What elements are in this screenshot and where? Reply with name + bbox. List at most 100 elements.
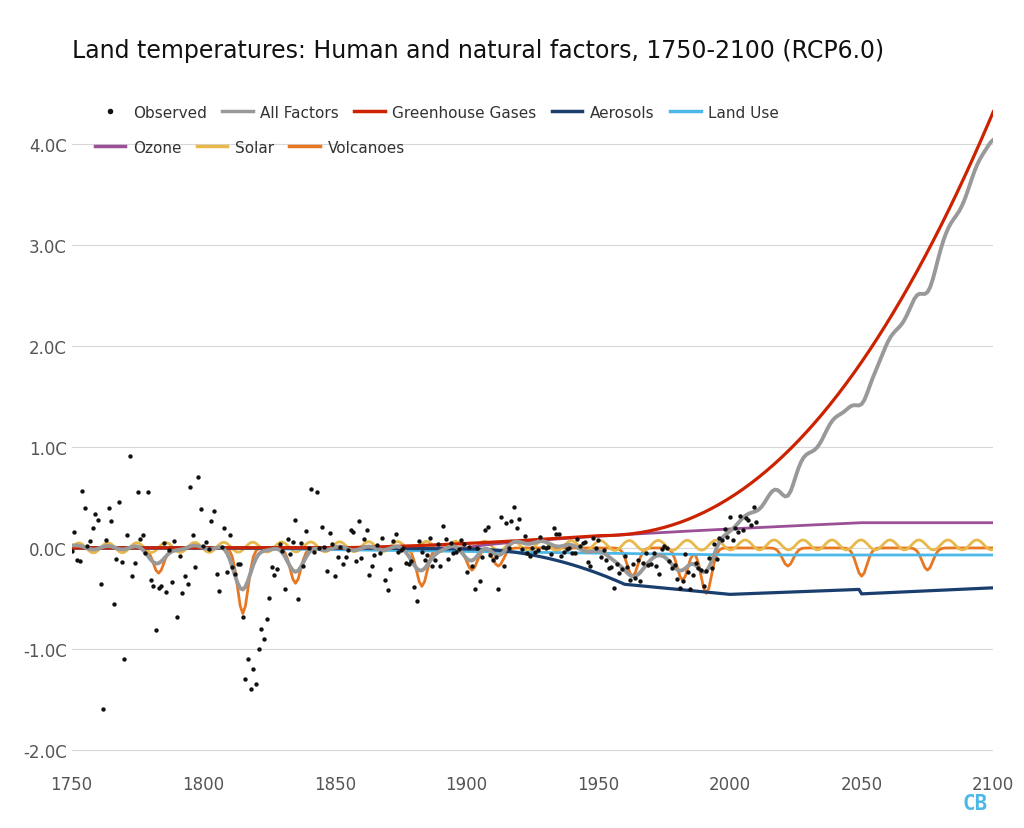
Point (132, 533, 148, 546)
Point (100, 502, 117, 515)
Point (643, 558, 659, 571)
Point (232, 558, 249, 571)
Point (211, 585, 227, 598)
Point (727, 522, 743, 535)
Point (672, 582, 688, 595)
Point (164, 575, 180, 589)
Point (308, 486, 325, 499)
Point (353, 551, 370, 565)
Point (653, 543, 670, 556)
Point (662, 554, 678, 567)
Point (580, 556, 596, 569)
Point (493, 511, 509, 524)
Text: Land temperatures: Human and natural factors, 1750-2100 (RCP6.0): Land temperatures: Human and natural fac… (72, 39, 884, 63)
Point (527, 546, 544, 559)
Point (680, 566, 696, 579)
Point (122, 450, 138, 463)
Point (253, 623, 269, 636)
Point (656, 540, 673, 553)
Point (442, 537, 459, 550)
Point (606, 581, 623, 595)
Point (622, 574, 638, 587)
Point (464, 560, 480, 573)
Point (290, 593, 306, 606)
Point (214, 541, 230, 554)
Point (608, 558, 625, 571)
Point (85, 522, 101, 535)
Point (387, 527, 403, 541)
Point (69, 554, 85, 567)
Point (645, 546, 662, 560)
Point (737, 512, 754, 525)
Point (325, 537, 341, 551)
Point (447, 546, 464, 559)
Point (355, 532, 372, 546)
Point (454, 533, 470, 546)
Point (350, 514, 367, 527)
Point (519, 546, 536, 560)
Point (261, 592, 278, 605)
Point (374, 532, 390, 545)
Point (719, 530, 735, 543)
Point (196, 540, 212, 553)
Point (648, 559, 665, 572)
Point (569, 532, 586, 546)
Point (424, 560, 440, 573)
Point (511, 513, 527, 527)
Point (298, 525, 314, 538)
Point (532, 531, 549, 544)
Point (293, 537, 309, 550)
Point (322, 527, 338, 540)
Point (411, 534, 427, 547)
Point (427, 554, 443, 567)
Point (285, 536, 301, 549)
Point (269, 563, 286, 576)
Point (156, 537, 172, 550)
Point (335, 557, 351, 570)
Legend: Ozone, Solar, Volcanoes: Ozone, Solar, Volcanoes (88, 134, 411, 161)
Point (345, 526, 361, 539)
Point (390, 546, 407, 559)
Point (208, 567, 224, 580)
Point (714, 534, 730, 547)
Point (484, 554, 501, 567)
Point (477, 523, 494, 537)
Point (574, 537, 591, 550)
Point (327, 570, 343, 583)
Point (151, 582, 167, 595)
Point (482, 549, 499, 562)
Point (419, 549, 435, 562)
Point (593, 551, 609, 565)
Point (398, 557, 415, 570)
Point (174, 586, 190, 599)
Point (224, 561, 241, 574)
Point (620, 561, 636, 574)
Point (635, 556, 651, 570)
Point (127, 556, 143, 570)
Point (706, 537, 722, 551)
Point (700, 551, 717, 565)
Point (124, 570, 140, 583)
Point (717, 522, 733, 536)
Point (137, 546, 154, 560)
Point (490, 583, 507, 596)
Point (601, 562, 617, 575)
Point (177, 570, 194, 583)
Point (749, 516, 765, 529)
Point (361, 569, 378, 582)
Point (377, 574, 393, 587)
Point (367, 549, 383, 562)
Point (585, 532, 601, 545)
Point (745, 501, 762, 514)
Point (638, 546, 654, 560)
Point (229, 558, 246, 571)
Point (524, 542, 541, 555)
Point (677, 547, 693, 561)
Point (509, 522, 525, 535)
Point (263, 561, 280, 574)
Point (234, 610, 251, 623)
Point (603, 561, 620, 574)
Point (740, 513, 757, 527)
Point (92, 578, 109, 591)
Point (506, 501, 522, 514)
